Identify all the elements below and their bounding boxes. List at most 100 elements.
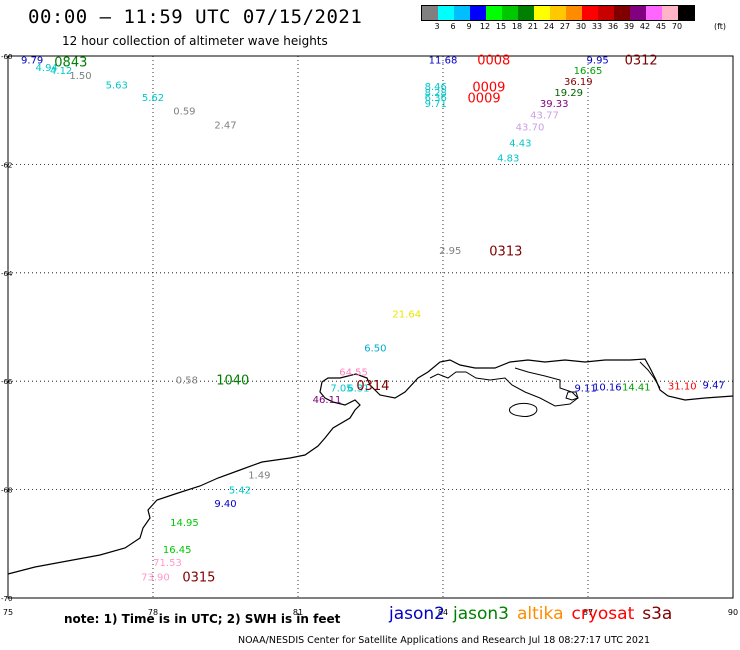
colorbar-swatch bbox=[534, 6, 550, 20]
wave-height-value: 4.12 bbox=[50, 66, 72, 77]
colorbar-label: 18 bbox=[511, 22, 523, 31]
lat-tick-label: -62 bbox=[1, 161, 12, 169]
legend-entry-jason2: jason2 bbox=[389, 604, 445, 624]
ice-shelf-edge bbox=[639, 361, 661, 389]
legend-entry-s3a: s3a bbox=[642, 604, 673, 624]
wave-height-value: 7.05 bbox=[330, 384, 352, 395]
colorbar-label: 6 bbox=[450, 22, 456, 31]
wave-height-value: 5.62 bbox=[142, 93, 164, 104]
coastline-inlet bbox=[429, 367, 579, 407]
wave-height-value: 9.11 bbox=[574, 384, 596, 395]
colorbar-label: 45 bbox=[655, 22, 667, 31]
antarctic-coastline bbox=[7, 358, 734, 575]
colorbar-swatch bbox=[422, 6, 438, 20]
wave-height-value: 8.46 bbox=[425, 82, 447, 93]
colorbar-swatch bbox=[630, 6, 646, 20]
lat-tick-label: -64 bbox=[1, 270, 13, 278]
colorbar-label: 36 bbox=[607, 22, 619, 31]
page-subtitle: 12 hour collection of altimeter wave hei… bbox=[62, 34, 328, 48]
wave-height-value: 9.79 bbox=[21, 55, 43, 66]
wave-height-value: 1.50 bbox=[69, 71, 91, 82]
wave-height-value: 0.58 bbox=[176, 376, 198, 387]
colorbar-swatch bbox=[518, 6, 534, 20]
colorbar-label: 21 bbox=[527, 22, 539, 31]
lon-tick-label: 78 bbox=[148, 608, 158, 617]
wave-height-value: 16.65 bbox=[574, 66, 603, 77]
wave-height-value: 5.63 bbox=[106, 81, 128, 92]
wave-height-value: 9.47 bbox=[703, 380, 725, 391]
pass-time-label: 0008 bbox=[477, 53, 510, 68]
colorbar-unit: (ft) bbox=[714, 22, 727, 31]
wave-height-value: 36.19 bbox=[564, 77, 593, 88]
wave-height-value: 14.95 bbox=[170, 518, 199, 529]
wave-height-value: 6.36 bbox=[425, 93, 447, 104]
ice-island-2 bbox=[565, 391, 579, 401]
colorbar-swatch bbox=[678, 6, 694, 20]
wave-height-value: 8.28 bbox=[425, 88, 447, 99]
colorbar-swatch bbox=[614, 6, 630, 20]
wave-height-value: 71.53 bbox=[153, 558, 182, 569]
wave-height-value: 6.31 bbox=[347, 384, 369, 395]
wave-height-value: 11.68 bbox=[429, 55, 458, 66]
colorbar-swatch bbox=[550, 6, 566, 20]
colorbar-swatch bbox=[582, 6, 598, 20]
colorbar-swatch bbox=[566, 6, 582, 20]
legend-entry-jason3: jason3 bbox=[453, 604, 509, 624]
credit-line: NOAA/NESDIS Center for Satellite Applica… bbox=[238, 635, 651, 646]
wave-height-value: 2.95 bbox=[439, 246, 461, 257]
wave-height-value: 9.40 bbox=[214, 499, 236, 510]
pass-time-label: 0313 bbox=[489, 245, 522, 260]
wave-height-value: 1.49 bbox=[248, 470, 270, 481]
colorbar-label: 33 bbox=[591, 22, 603, 31]
colorbar-label: 30 bbox=[575, 22, 587, 31]
colorbar-swatch bbox=[598, 6, 614, 20]
wave-height-value: 31.10 bbox=[668, 382, 697, 393]
colorbar-swatch bbox=[470, 6, 486, 20]
map-frame bbox=[7, 55, 734, 599]
colorbar-swatch bbox=[662, 6, 678, 20]
pass-time-label: 0843 bbox=[54, 55, 87, 70]
page-title: 00:00 – 11:59 UTC 07/15/2021 bbox=[28, 6, 363, 28]
colorbar-label: 15 bbox=[495, 22, 507, 31]
pass-time-label: 0315 bbox=[182, 570, 215, 585]
colorbar-swatch bbox=[502, 6, 518, 20]
colorbar-label: 42 bbox=[639, 22, 651, 31]
lon-tick-label: 75 bbox=[3, 608, 13, 617]
units-note: note: 1) Time is in UTC; 2) SWH is in fe… bbox=[64, 612, 341, 626]
wave-height-value: 16.45 bbox=[163, 545, 192, 556]
legend-entry-cryosat: cryosat bbox=[571, 604, 635, 624]
lat-tick-label: -66 bbox=[1, 378, 13, 386]
colorbar-swatch bbox=[646, 6, 662, 20]
wave-height-value: 4.43 bbox=[509, 139, 531, 150]
colorbar-swatch bbox=[454, 6, 470, 20]
ice-island-1 bbox=[509, 402, 538, 417]
lon-tick-label: 90 bbox=[728, 608, 738, 617]
wave-height-value: 6.50 bbox=[364, 344, 386, 355]
wave-height-value: 21.64 bbox=[392, 309, 421, 320]
pass-time-label: 1040 bbox=[216, 374, 249, 389]
colorbar-label: 12 bbox=[479, 22, 491, 31]
lon-tick-label: 87 bbox=[583, 608, 593, 617]
wave-height-value: 9.95 bbox=[587, 55, 609, 66]
wave-height-colorbar bbox=[421, 5, 695, 21]
colorbar-label: 39 bbox=[623, 22, 635, 31]
wave-height-value: 43.77 bbox=[530, 111, 559, 122]
wave-height-value: 10.16 bbox=[593, 383, 622, 394]
wave-height-value: 39.33 bbox=[540, 99, 569, 110]
lat-tick-label: -68 bbox=[1, 487, 12, 495]
legend-entry-altika: altika bbox=[517, 604, 564, 624]
pass-time-label: 0314 bbox=[356, 379, 389, 394]
lat-tick-label: -60 bbox=[1, 53, 12, 61]
colorbar-label: 24 bbox=[543, 22, 555, 31]
colorbar-label: 70 bbox=[671, 22, 683, 31]
wave-height-value: 4.83 bbox=[497, 153, 519, 164]
pass-time-label: 0009 bbox=[472, 80, 505, 95]
wave-height-value: 19.29 bbox=[554, 88, 583, 99]
colorbar-swatch bbox=[438, 6, 454, 20]
pass-time-label: 0009 bbox=[468, 92, 501, 107]
wave-height-value: 14.41 bbox=[622, 383, 651, 394]
observation-labels: 9.794.944.121.50 5.63 5.62 0.59 2.47 11.68 8.4… bbox=[21, 55, 725, 583]
wave-height-value: 5.42 bbox=[229, 486, 251, 497]
colorbar-swatch bbox=[486, 6, 502, 20]
